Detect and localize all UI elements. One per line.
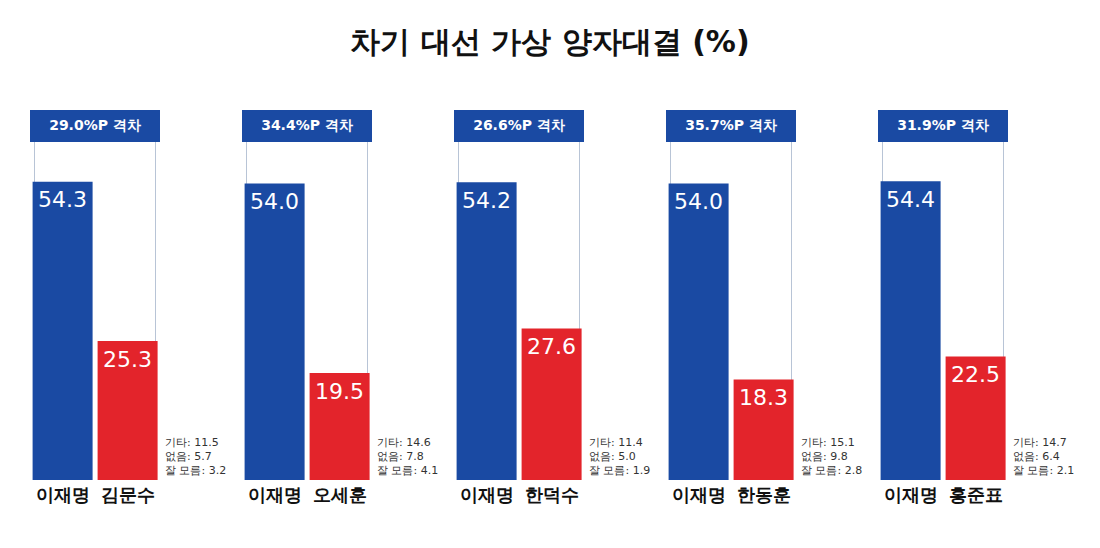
svg-text:19.5: 19.5	[315, 379, 364, 404]
html-text:잘 모름: 1.9: 잘 모름: 1.9	[589, 464, 651, 477]
svg-text:김문수: 김문수	[101, 484, 155, 505]
svg-text:이재명: 이재명	[460, 484, 514, 505]
html-text:기타: 14.7: 기타: 14.7	[1013, 436, 1067, 449]
html-text:잘 모름: 4.1: 잘 모름: 4.1	[377, 464, 439, 477]
html-text:없음: 5.0: 없음: 5.0	[589, 450, 636, 463]
svg-text:한덕수: 한덕수	[525, 484, 579, 505]
html-text:기타: 15.1: 기타: 15.1	[801, 436, 855, 449]
svg-text:54.0: 54.0	[250, 189, 299, 214]
html-text:없음: 9.8: 없음: 9.8	[801, 450, 848, 463]
html-text:기타: 11.4: 기타: 11.4	[589, 436, 643, 449]
svg-text:54.0: 54.0	[674, 189, 723, 214]
html-text:잘 모름: 2.8: 잘 모름: 2.8	[801, 464, 863, 477]
svg-text:54.4: 54.4	[886, 187, 935, 212]
html-text:29.0%P 격차: 29.0%P 격차	[49, 117, 141, 133]
html-text:차기 대선 가상 양자대결 (%): 차기 대선 가상 양자대결 (%)	[350, 24, 750, 59]
svg-text:이재명: 이재명	[36, 484, 90, 505]
html-text:기타: 11.5: 기타: 11.5	[165, 436, 219, 449]
html-text:잘 모름: 3.2: 잘 모름: 3.2	[165, 464, 227, 477]
html-text:없음: 5.7: 없음: 5.7	[165, 450, 212, 463]
html-text:31.9%P 격차: 31.9%P 격차	[897, 117, 989, 133]
html-text:잘 모름: 2.1: 잘 모름: 2.1	[1013, 464, 1075, 477]
svg-text:27.6: 27.6	[527, 334, 576, 359]
svg-text:이재명: 이재명	[248, 484, 302, 505]
svg-text:54.3: 54.3	[38, 187, 87, 212]
html-text:35.7%P 격차: 35.7%P 격차	[685, 117, 777, 133]
svg-text:오세훈: 오세훈	[313, 484, 367, 505]
html-text:26.6%P 격차: 26.6%P 격차	[473, 117, 565, 133]
svg-text:홍준표: 홍준표	[949, 484, 1003, 505]
svg-text:22.5: 22.5	[951, 362, 1000, 387]
svg-text:18.3: 18.3	[739, 385, 788, 410]
svg-text:25.3: 25.3	[103, 347, 152, 372]
html-text:없음: 6.4: 없음: 6.4	[1013, 450, 1060, 463]
html-text:기타: 14.6: 기타: 14.6	[377, 436, 431, 449]
svg-text:54.2: 54.2	[462, 188, 511, 213]
html-text:34.4%P 격차: 34.4%P 격차	[261, 117, 353, 133]
svg-text:이재명: 이재명	[672, 484, 726, 505]
svg-text:한동훈: 한동훈	[737, 484, 791, 505]
svg-text:이재명: 이재명	[884, 484, 938, 505]
html-text:없음: 7.8: 없음: 7.8	[377, 450, 424, 463]
